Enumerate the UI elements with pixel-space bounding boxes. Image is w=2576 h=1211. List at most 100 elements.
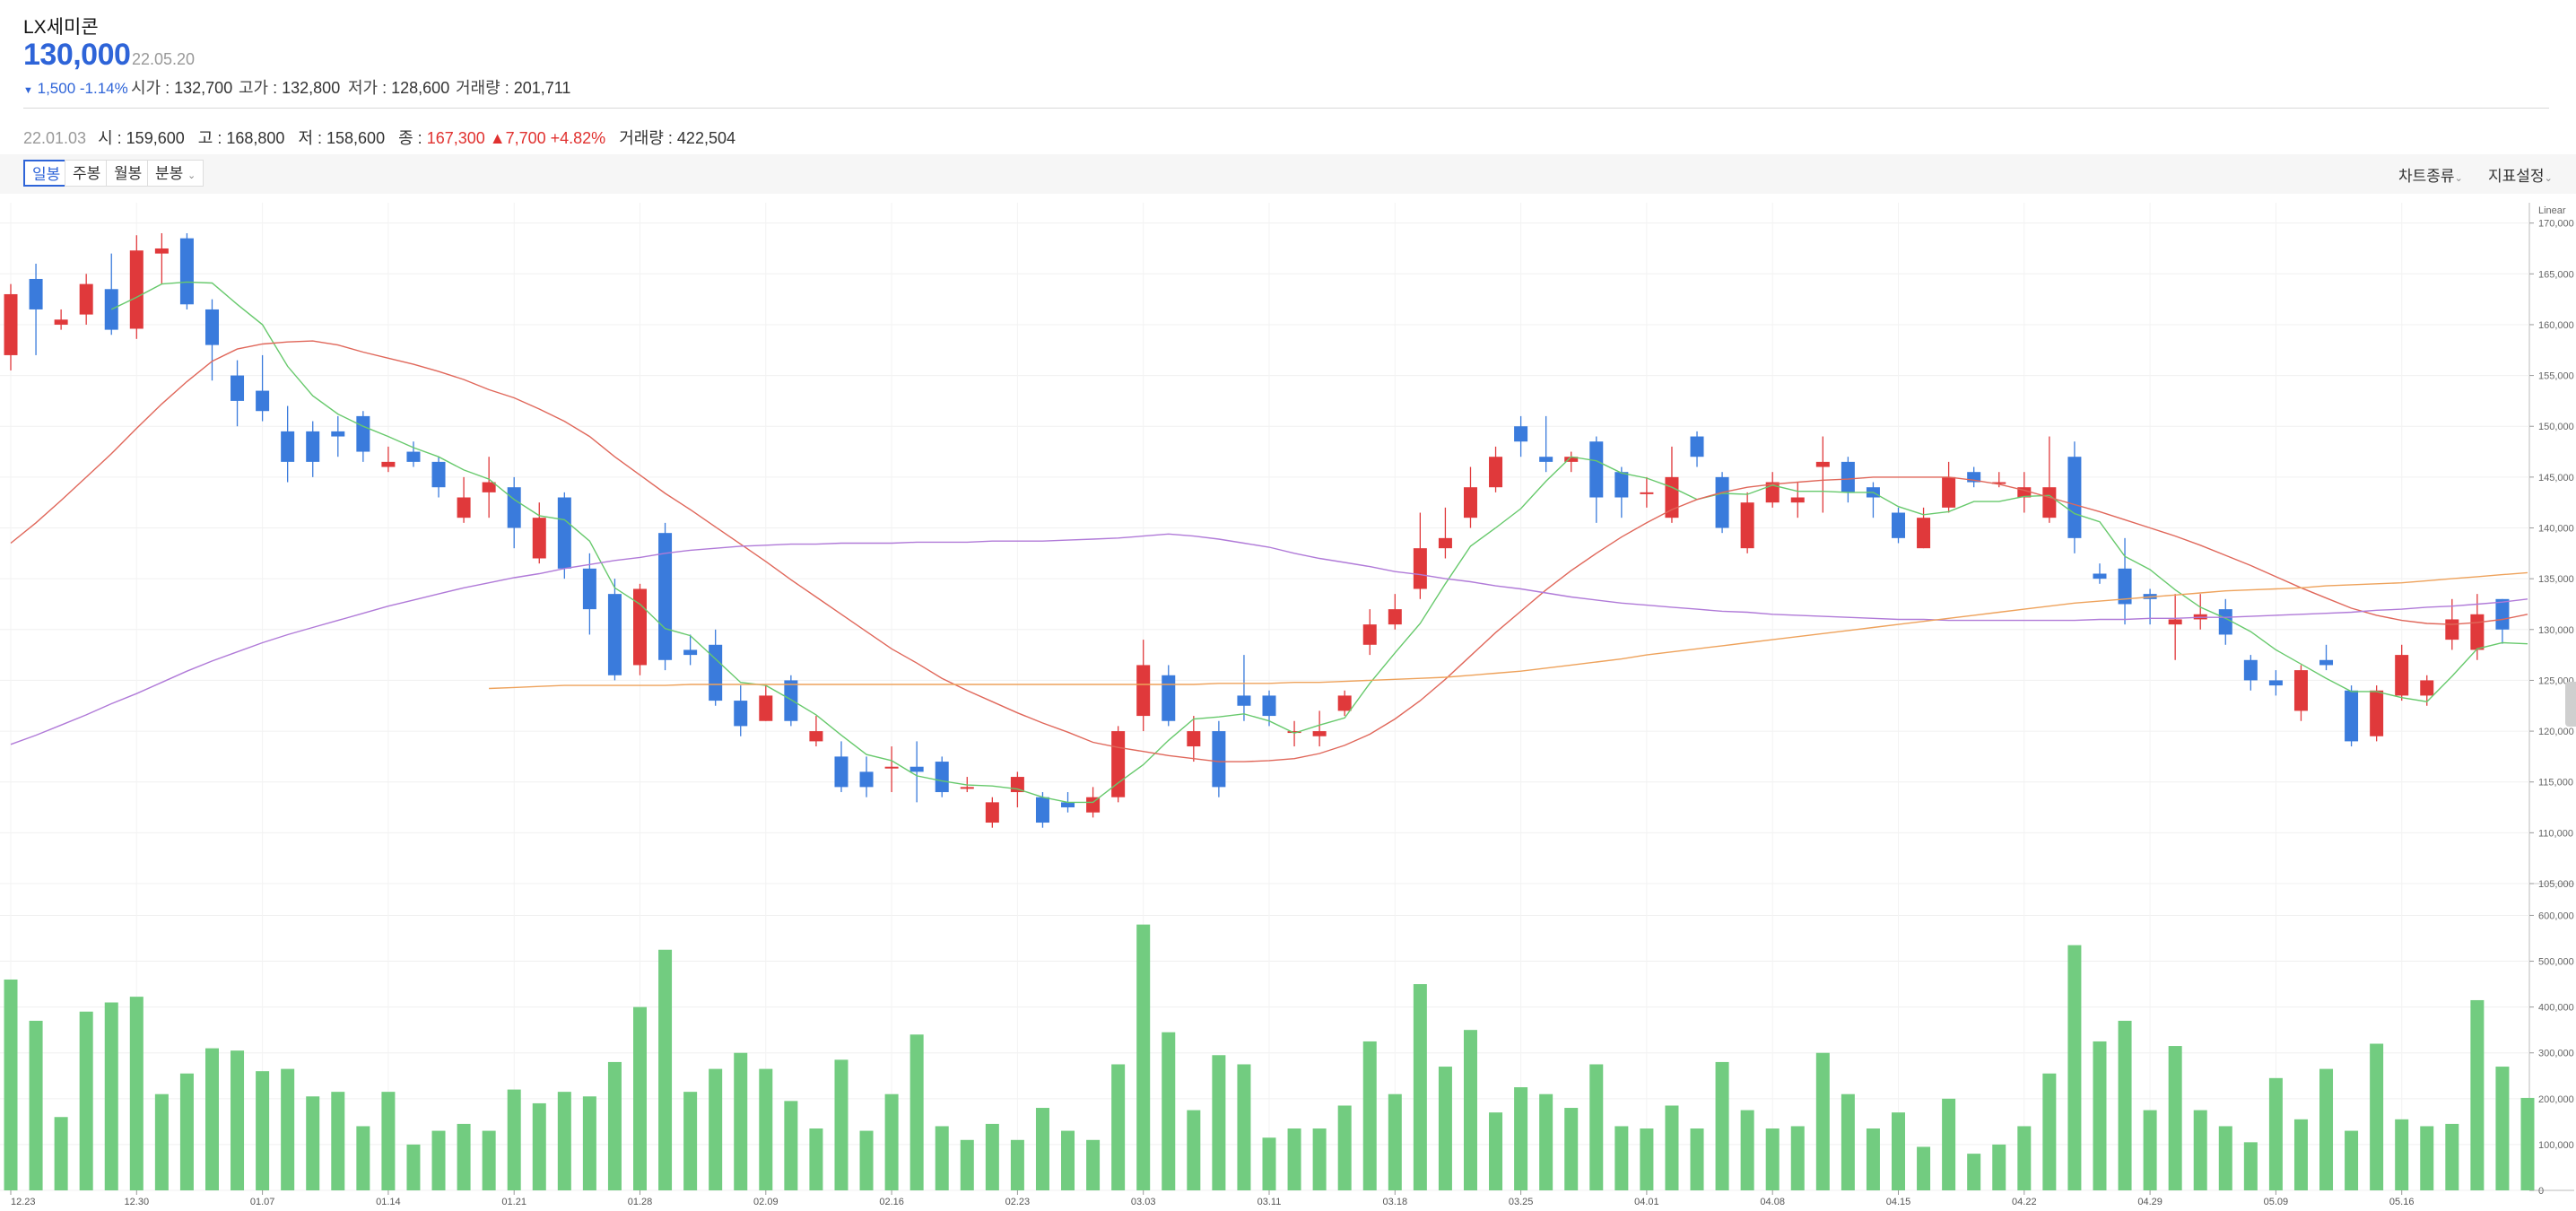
volume-tick-label: 600,000: [2538, 910, 2574, 921]
volume-bar: [1212, 1055, 1226, 1190]
candle-body: [1841, 461, 1855, 492]
candle-body: [683, 649, 698, 656]
volume-bar: [1690, 1128, 1704, 1190]
x-tick-label: 04.22: [2012, 1197, 2037, 1207]
indicator-settings-dropdown[interactable]: 지표설정⌄: [2488, 163, 2553, 186]
volume-bar: [1917, 1146, 1931, 1190]
volume-bar: [834, 1059, 849, 1190]
volume-bar: [256, 1071, 270, 1190]
candle-body: [1136, 665, 1151, 717]
volume-bar: [1992, 1144, 2006, 1190]
price-panel: [0, 203, 2529, 884]
volume-bar: [154, 1093, 169, 1190]
candle-body: [356, 415, 370, 452]
volume-quote: 거래량 : 201,711: [456, 79, 571, 97]
price-tick-label: 130,000: [2538, 625, 2574, 636]
price-tick-label: 115,000: [2538, 778, 2573, 788]
volume-bar: [1967, 1154, 1981, 1190]
x-tick-label: 03.03: [1131, 1197, 1156, 1207]
volume-bar: [1640, 1128, 1654, 1190]
candle-body: [960, 787, 974, 789]
candle-body: [1942, 476, 1956, 508]
volume-label: 거래량: [456, 79, 500, 97]
candle-body: [256, 390, 270, 412]
volume-bar: [2243, 1142, 2258, 1190]
volume-bar: [1262, 1137, 1276, 1190]
candle-body: [29, 278, 43, 309]
tab-minute-label: 분봉: [155, 165, 184, 182]
volume-bar: [205, 1048, 219, 1190]
ohlc-volume: 422,504: [676, 129, 735, 147]
volume-bar: [431, 1130, 446, 1190]
price-tick-label: 135,000: [2538, 574, 2574, 585]
candle-body: [985, 802, 999, 823]
x-tick-label: 03.18: [1383, 1197, 1408, 1207]
ohlc-close: 167,300: [426, 129, 485, 147]
candle-body: [1514, 426, 1528, 442]
volume-bar: [1287, 1128, 1301, 1190]
volume-bar: [557, 1092, 571, 1190]
candle-body: [859, 771, 874, 788]
volume-bar: [1463, 1030, 1477, 1190]
volume-bar: [2093, 1041, 2107, 1190]
chart-type-dropdown[interactable]: 차트종류⌄: [2398, 163, 2463, 186]
candle-body: [1892, 512, 1905, 538]
volume-bar: [1162, 1032, 1176, 1190]
x-tick-label: 01.21: [501, 1197, 527, 1207]
tab-daily[interactable]: 일봉: [23, 160, 70, 187]
volume-bar: [482, 1130, 496, 1190]
volume-bar: [2319, 1068, 2334, 1190]
volume-bar: [381, 1092, 396, 1190]
volume-bar: [1489, 1112, 1503, 1190]
volume-bar: [2017, 1126, 2032, 1190]
volume-bar: [532, 1102, 546, 1190]
candle-body: [1967, 472, 1981, 483]
volume-bar: [2520, 1097, 2535, 1190]
x-tick-label: 04.29: [2137, 1197, 2163, 1207]
volume-bar: [1413, 984, 1427, 1190]
candle-body: [607, 594, 622, 675]
volume-bar: [2345, 1130, 2359, 1190]
ohlc-high-label: 고: [197, 129, 213, 147]
price-tick-label: 105,000: [2538, 879, 2574, 890]
volume-bar: [607, 1061, 622, 1190]
ohlc-high: 168,800: [226, 129, 285, 147]
ohlc-date: 22.01.03: [23, 129, 87, 147]
volume-bar: [633, 1006, 647, 1190]
price-tick-label: 160,000: [2538, 320, 2574, 331]
candle-body: [2017, 487, 2032, 498]
series-line-ma5: [110, 281, 2528, 804]
candle-body: [154, 248, 169, 254]
candle-body: [658, 533, 673, 660]
candle-body: [1740, 502, 1754, 549]
tab-weekly[interactable]: 주봉: [65, 160, 109, 187]
stock-chart[interactable]: 105,000 110,000 115,000 120,000 125,000 130,0…: [0, 196, 2576, 1211]
volume-bar: [734, 1052, 748, 1190]
tab-minute[interactable]: 분봉 ⌄: [147, 160, 205, 187]
ohlc-change: ▲7,700 +4.82%: [489, 129, 606, 147]
candle-body: [1815, 461, 1830, 467]
candle-body: [4, 293, 18, 355]
candle-body: [1262, 695, 1276, 717]
x-tick-label: 05.09: [2264, 1197, 2289, 1207]
volume-tick-label: 500,000: [2538, 957, 2574, 968]
candle-body: [2319, 659, 2334, 666]
volume-bar: [29, 1020, 43, 1190]
candle-body: [1287, 731, 1301, 734]
x-tick-label: 02.23: [1005, 1197, 1031, 1207]
tab-monthly[interactable]: 월봉: [106, 160, 151, 187]
volume-bar: [1438, 1067, 1452, 1190]
volume-bar: [2168, 1046, 2182, 1190]
candle-body: [709, 644, 723, 701]
candle-body: [734, 701, 748, 727]
low-value: 128,600: [391, 79, 450, 97]
candle-body: [1589, 441, 1604, 498]
panel-handle[interactable]: [2565, 682, 2576, 727]
open-label: 시가: [131, 79, 161, 97]
candle-body: [1765, 482, 1780, 503]
volume-bar: [1061, 1130, 1075, 1190]
ohlc-volume-label: 거래량: [619, 129, 664, 147]
volume-bar: [2268, 1077, 2283, 1190]
candle-body: [2067, 457, 2082, 538]
volume-bar: [1086, 1139, 1101, 1190]
